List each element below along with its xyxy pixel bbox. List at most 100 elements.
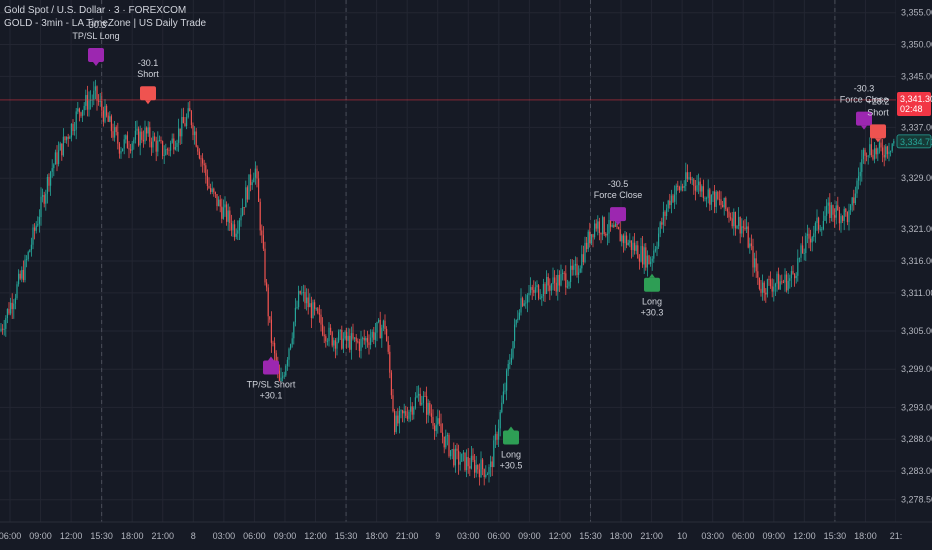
candle-body bbox=[243, 207, 245, 208]
candle-body bbox=[165, 149, 167, 156]
candle-body bbox=[307, 297, 309, 308]
candle-body bbox=[805, 235, 807, 254]
candle-body bbox=[888, 151, 890, 155]
candle-body bbox=[496, 434, 498, 440]
candle-body bbox=[648, 255, 650, 265]
candle-body bbox=[211, 188, 213, 192]
candle-body bbox=[238, 220, 240, 231]
time-tick-label: 06:00 bbox=[732, 531, 755, 541]
trade-annotation: +28.2 bbox=[867, 96, 890, 106]
candle-body bbox=[539, 298, 541, 299]
candle-body bbox=[600, 232, 602, 235]
candle-body bbox=[550, 284, 552, 291]
price-tick-label: 3,316.00 bbox=[901, 256, 932, 266]
price-tick-label: 3,321.00 bbox=[901, 224, 932, 234]
candle-body bbox=[507, 363, 509, 371]
candle-body bbox=[555, 282, 557, 292]
candle-body bbox=[5, 318, 7, 329]
time-tick-label: 03:00 bbox=[213, 531, 236, 541]
candle-body bbox=[422, 396, 424, 403]
time-axis: 06:00 09:00 12:00 15:30 18:00 21:00 8 03:00 06:0… bbox=[0, 521, 932, 550]
candle-body bbox=[562, 272, 564, 275]
candle-body bbox=[702, 186, 704, 198]
candle-body bbox=[554, 277, 556, 283]
candle-body bbox=[770, 279, 772, 287]
candle-body bbox=[18, 273, 20, 285]
candle-body bbox=[510, 357, 512, 363]
candle-body bbox=[835, 205, 837, 218]
candle-body bbox=[698, 181, 700, 186]
candle-body bbox=[886, 146, 888, 155]
candle-body bbox=[730, 217, 732, 219]
candle-body bbox=[234, 224, 236, 237]
candle-body bbox=[46, 176, 48, 194]
candle-body bbox=[405, 411, 407, 416]
candle-body bbox=[352, 333, 354, 339]
candle-body bbox=[43, 195, 45, 204]
candle-body bbox=[226, 204, 228, 222]
candle-body bbox=[138, 128, 140, 146]
candle-body bbox=[22, 269, 24, 281]
candle-body bbox=[483, 469, 485, 477]
price-tick-label: 3,329.00 bbox=[901, 173, 932, 183]
price-tick-label: 3,337.00 bbox=[901, 122, 932, 132]
candle-body bbox=[806, 233, 808, 236]
trade-annotation: -30.1 bbox=[138, 58, 159, 68]
candle-body bbox=[797, 258, 799, 276]
candle-body bbox=[248, 174, 250, 200]
candle-body bbox=[661, 222, 663, 225]
candle-body bbox=[166, 149, 168, 151]
candle-body bbox=[494, 434, 496, 441]
candle-body bbox=[504, 390, 506, 392]
candle-body bbox=[440, 423, 442, 433]
candle-body bbox=[210, 187, 212, 192]
candle-body bbox=[464, 452, 466, 471]
candle-body bbox=[501, 402, 503, 413]
trade-annotation: Short bbox=[137, 69, 159, 79]
candle-body bbox=[125, 135, 127, 140]
candle-body bbox=[810, 238, 812, 243]
candle-body bbox=[837, 205, 839, 211]
trade-annotation: +30.5 bbox=[500, 461, 523, 471]
candle-body bbox=[328, 327, 330, 342]
candle-body bbox=[528, 292, 530, 296]
candle-body bbox=[150, 141, 152, 148]
candle-body bbox=[522, 298, 524, 306]
candle-body bbox=[581, 254, 583, 269]
candle-body bbox=[179, 128, 181, 137]
candle-body bbox=[368, 342, 370, 346]
candle-body bbox=[861, 159, 863, 172]
time-tick-label: 12:00 bbox=[793, 531, 816, 541]
candle-body bbox=[339, 329, 341, 332]
candle-body bbox=[618, 227, 620, 230]
candle-body bbox=[893, 141, 895, 144]
candle-body bbox=[573, 265, 575, 270]
time-tick-label: 21: bbox=[890, 531, 903, 541]
candle-body bbox=[96, 86, 98, 101]
candle-body bbox=[808, 233, 810, 239]
candle-body bbox=[259, 201, 261, 231]
candle-body bbox=[638, 258, 640, 262]
candle-body bbox=[411, 406, 413, 415]
time-tick-label: 06:00 bbox=[488, 531, 511, 541]
candle-body bbox=[682, 186, 684, 188]
candle-body bbox=[130, 149, 132, 151]
candle-body bbox=[347, 335, 349, 341]
candle-body bbox=[768, 279, 770, 281]
candle-body bbox=[379, 319, 381, 339]
candle-body bbox=[733, 211, 735, 227]
candle-body bbox=[560, 274, 562, 286]
candle-body bbox=[718, 198, 720, 200]
candle-body bbox=[880, 142, 882, 148]
candle-body bbox=[426, 396, 428, 415]
candle-body bbox=[198, 151, 200, 159]
candle-body bbox=[664, 211, 666, 217]
candle-body bbox=[784, 274, 786, 283]
candle-body bbox=[392, 395, 394, 412]
candle-body bbox=[346, 332, 348, 341]
candle-body bbox=[566, 286, 568, 288]
candle-body bbox=[544, 283, 546, 294]
candle-body bbox=[536, 285, 538, 288]
